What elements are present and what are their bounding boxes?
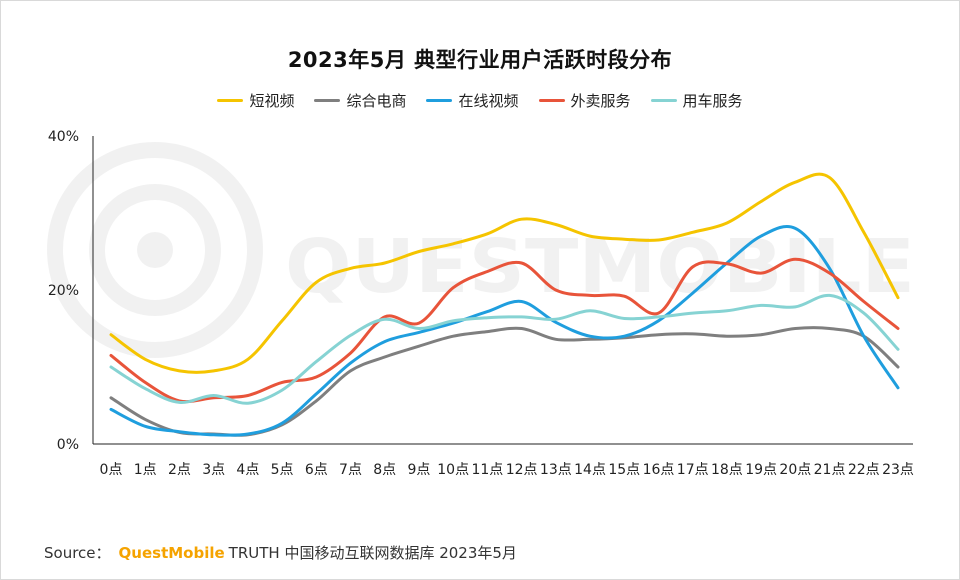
x-tick-label: 11点 xyxy=(471,462,503,478)
x-tick-label: 22点 xyxy=(848,462,880,478)
x-tick-label: 9点 xyxy=(407,462,430,478)
series-line-online-video xyxy=(109,225,900,437)
x-tick-label: 0点 xyxy=(100,462,123,478)
source-note: Source： QuestMobile TRUTH 中国移动互联网数据库 2023年… xyxy=(44,542,517,563)
x-tick-label: 21点 xyxy=(814,462,846,478)
x-tick-label: 12点 xyxy=(506,462,538,478)
source-label: Source： xyxy=(44,544,111,562)
legend-swatch xyxy=(314,99,341,102)
x-tick-label: 5点 xyxy=(271,462,294,478)
x-tick-label: 6点 xyxy=(305,462,328,478)
x-tick-label: 8点 xyxy=(373,462,396,478)
series-line-food-delivery xyxy=(109,257,900,404)
legend-item-ride-hailing: 用车服务 xyxy=(650,90,743,111)
legend-label: 综合电商 xyxy=(346,92,407,110)
x-tick-label: 18点 xyxy=(711,462,743,478)
legend-label: 短视频 xyxy=(249,92,295,110)
x-tick-label: 7点 xyxy=(339,462,362,478)
y-tick-label: 20% xyxy=(48,283,79,299)
x-tick-label: 3点 xyxy=(202,462,225,478)
watermark-ring-outer xyxy=(47,142,263,358)
chart-title: 2023年5月 典型行业用户活跃时段分布 xyxy=(287,48,673,72)
y-tick-label: 0% xyxy=(57,437,79,453)
legend-item-food-delivery: 外卖服务 xyxy=(538,90,631,111)
legend-label: 外卖服务 xyxy=(570,92,631,110)
source-brand: QuestMobile xyxy=(118,544,225,562)
legend-label: 用车服务 xyxy=(682,92,743,110)
legend-swatch xyxy=(426,99,453,102)
x-tick-label: 17点 xyxy=(677,462,709,478)
x-tick-label: 4点 xyxy=(236,462,259,478)
legend-item-ecommerce: 综合电商 xyxy=(314,90,406,111)
legend-swatch xyxy=(217,99,244,102)
x-tick-label: 15点 xyxy=(608,462,640,478)
x-tick-label: 10点 xyxy=(437,462,469,478)
x-tick-label: 14点 xyxy=(574,462,606,478)
x-tick-label: 1点 xyxy=(134,462,157,478)
x-tick-label: 23点 xyxy=(882,462,914,478)
x-tick-label: 13点 xyxy=(540,462,572,478)
legend-swatch xyxy=(650,99,677,102)
x-tick-label: 20点 xyxy=(779,462,811,478)
x-tick-label: 19点 xyxy=(745,462,777,478)
source-description: TRUTH 中国移动互联网数据库 2023年5月 xyxy=(228,544,517,562)
x-tick-label: 16点 xyxy=(643,462,675,478)
series-line-ride-hailing xyxy=(109,293,900,405)
legend-item-short-video: 短视频 xyxy=(217,90,294,111)
legend-item-online-video: 在线视频 xyxy=(426,90,519,111)
watermark-ring-inner xyxy=(89,184,221,316)
legend-label: 在线视频 xyxy=(458,92,519,110)
series-line-ecommerce xyxy=(109,326,900,437)
x-tick-label: 2点 xyxy=(168,462,191,478)
watermark: QUESTMOBILE xyxy=(47,142,915,358)
y-tick-label: 40% xyxy=(48,129,79,145)
watermark-dot xyxy=(137,232,173,268)
legend-swatch xyxy=(538,99,565,102)
series-line-short-video xyxy=(109,172,900,374)
chart-legend: 短视频 综合电商 在线视频 外卖服务 用车服务 xyxy=(0,90,960,111)
